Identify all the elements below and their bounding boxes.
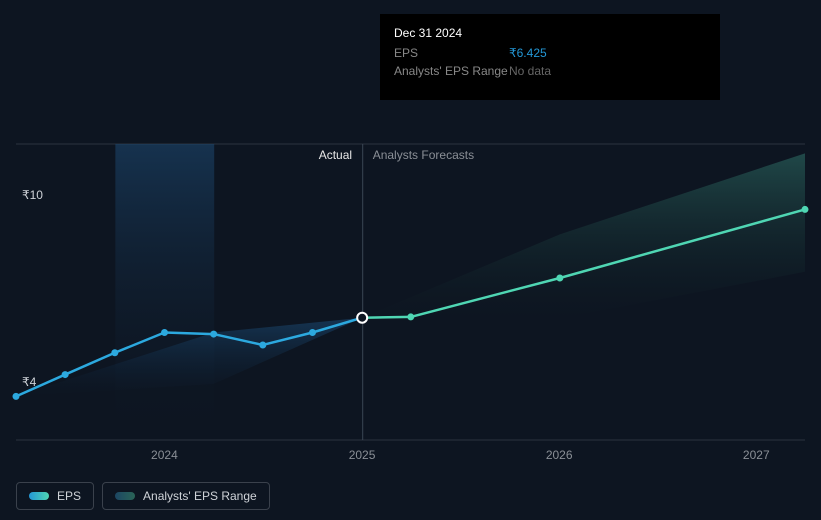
legend-eps[interactable]: EPS bbox=[16, 482, 94, 510]
x-tick-label: 2026 bbox=[546, 448, 573, 462]
tooltip-row1-label: EPS bbox=[394, 44, 509, 62]
y-tick-label: ₹10 bbox=[22, 188, 43, 202]
section-label-actual: Actual bbox=[319, 148, 352, 162]
legend: EPS Analysts' EPS Range bbox=[16, 482, 270, 510]
legend-eps-swatch bbox=[29, 492, 49, 500]
legend-range-swatch bbox=[115, 492, 135, 500]
legend-eps-label: EPS bbox=[57, 489, 81, 503]
x-tick-label: 2027 bbox=[743, 448, 770, 462]
legend-range-label: Analysts' EPS Range bbox=[143, 489, 257, 503]
x-tick-label: 2024 bbox=[151, 448, 178, 462]
tooltip-row2-label: Analysts' EPS Range bbox=[394, 62, 509, 80]
chart-container: Dec 31 2024 EPS ₹6.425 Analysts' EPS Ran… bbox=[0, 0, 821, 520]
tooltip-row1-value: ₹6.425 bbox=[509, 44, 547, 62]
section-label-forecast: Analysts Forecasts bbox=[373, 148, 474, 162]
legend-range[interactable]: Analysts' EPS Range bbox=[102, 482, 270, 510]
tooltip-date: Dec 31 2024 bbox=[394, 24, 706, 42]
x-tick-label: 2025 bbox=[349, 448, 376, 462]
y-tick-label: ₹4 bbox=[22, 375, 36, 389]
tooltip: Dec 31 2024 EPS ₹6.425 Analysts' EPS Ran… bbox=[380, 14, 720, 100]
tooltip-row2-value: No data bbox=[509, 62, 551, 80]
